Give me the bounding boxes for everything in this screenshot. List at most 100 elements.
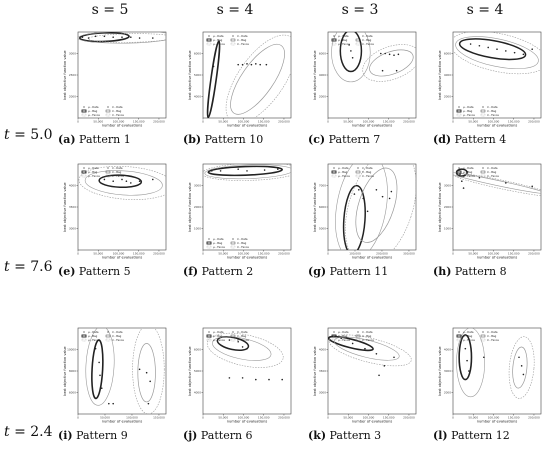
- confidence-ellipse: [132, 328, 165, 414]
- data-point: [237, 168, 239, 170]
- legend-marker: [458, 106, 460, 108]
- legend-entry: μ - Fence: [88, 174, 100, 178]
- x-tick-label: 100,000: [488, 416, 500, 420]
- y-tick-label: 3000: [69, 227, 76, 231]
- data-point: [112, 36, 114, 38]
- legend-marker: [206, 334, 212, 338]
- data-point: [466, 359, 468, 362]
- legend-marker: [456, 334, 462, 338]
- legend-marker: [230, 241, 236, 245]
- legend-marker: [357, 35, 359, 37]
- data-point: [395, 69, 398, 72]
- confidence-ellipse: [85, 328, 115, 406]
- x-tick-label: 200,000: [376, 252, 388, 256]
- data-point: [358, 189, 360, 191]
- legend-marker: [105, 338, 111, 342]
- data-point: [397, 53, 400, 56]
- y-tick-label: 4000: [194, 391, 201, 395]
- legend-entry: μ - Data: [463, 166, 474, 170]
- x-tick-label: 100,000: [238, 416, 250, 420]
- data-point: [237, 63, 239, 66]
- y-axis-label: best objective function value: [313, 346, 317, 395]
- confidence-ellipse: [78, 32, 166, 44]
- y-tick-label: 2000: [319, 95, 326, 99]
- legend-marker: [482, 106, 484, 108]
- y-tick-label: 4000: [444, 73, 451, 77]
- confidence-ellipse: [339, 32, 363, 73]
- legend: μ - Data σ - Data μ - Bag σ - Bag μ - Fence σ…: [456, 105, 499, 117]
- data-point: [81, 36, 84, 38]
- panel-plot: 0 50,000 100,000 150,000 200,000 2000 2500 3000…: [63, 31, 167, 128]
- panel-caption: (k) Pattern 3: [308, 429, 428, 442]
- legend-entry: μ - Fence: [463, 174, 475, 178]
- legend-marker: [105, 334, 111, 338]
- y-tick-label: 5000: [194, 73, 201, 77]
- legend-entry: σ - Data: [487, 330, 498, 334]
- legend-marker: [333, 331, 335, 333]
- panel-plot: 0 50,000 100,000 150,000 200,000 4000 5000 6000…: [188, 31, 292, 128]
- panel-letter: (a): [58, 133, 76, 146]
- legend-entry: μ - Bag: [463, 334, 473, 338]
- data-point: [100, 387, 103, 389]
- panel-letter: (e): [58, 265, 76, 278]
- legend-entry: σ - Data: [362, 34, 373, 38]
- x-tick-label: 50,000: [218, 120, 228, 124]
- data-point: [522, 53, 525, 56]
- confidence-ellipse: [328, 335, 374, 352]
- y-tick-label: 6000: [444, 52, 451, 56]
- data-point: [281, 378, 283, 381]
- panel-plot: 0 50,000 100,000 150,000 200,000 1000 2000 3000…: [438, 163, 542, 260]
- data-point: [393, 356, 395, 359]
- data-point: [241, 346, 244, 348]
- x-tick-label: 150,000: [383, 120, 395, 124]
- data-point: [383, 365, 386, 367]
- legend: μ - Data σ - Data μ - Bag σ - Bag μ - Fence σ…: [206, 237, 249, 249]
- legend-marker: [81, 334, 87, 338]
- x-tick-label: 200,000: [278, 416, 290, 420]
- x-tick-label: 100,000: [488, 120, 500, 124]
- data-point: [351, 342, 354, 345]
- panel-letter: (h): [433, 265, 452, 278]
- panel-letter: (f): [183, 265, 199, 278]
- legend-entry: σ - Fence: [362, 174, 374, 178]
- legend-entry: μ - Data: [338, 330, 349, 334]
- panel-6: 0 50,000 100,000 150,000 200,000 1000 2000 3000…: [183, 158, 295, 278]
- legend-marker: [355, 334, 361, 338]
- x-tick-label: 300,000: [403, 252, 415, 256]
- data-point: [121, 178, 123, 181]
- legend-marker: [482, 167, 484, 169]
- legend-marker: [81, 109, 87, 113]
- data-point: [366, 210, 369, 213]
- x-axis-label: number of evaluations: [102, 256, 143, 260]
- panel-title: Pattern 10: [201, 133, 264, 146]
- legend-marker: [230, 334, 236, 338]
- y-axis-label: best objective function value: [188, 346, 192, 395]
- y-tick-label: 6000: [194, 52, 201, 56]
- column-header-1: s = 5: [91, 2, 129, 18]
- confidence-ellipse: [84, 170, 163, 196]
- legend-entry: σ - Bag: [362, 38, 372, 42]
- confidence-ellipse: [455, 36, 539, 70]
- x-tick-label: 100,000: [363, 416, 375, 420]
- legend-marker: [355, 174, 361, 178]
- data-point: [87, 37, 90, 39]
- legend-marker: [456, 338, 462, 342]
- legend-entry: μ - Bag: [338, 170, 348, 174]
- data-point: [462, 187, 465, 189]
- legend-marker: [331, 338, 337, 342]
- legend-marker: [81, 338, 87, 342]
- panel-caption: (g) Pattern 11: [308, 265, 428, 278]
- data-point: [250, 63, 253, 66]
- legend-marker: [456, 174, 462, 178]
- panel-12: 0 50,000 100,000 150,000 200,000 2000 3000 4000…: [433, 322, 545, 442]
- row-label-2: t = 7.6: [4, 259, 53, 275]
- legend-marker: [331, 170, 337, 174]
- legend-entry: σ - Fence: [112, 174, 124, 178]
- row-label-1: t = 5.0: [4, 127, 53, 143]
- legend-marker: [458, 167, 460, 169]
- legend-entry: μ - Data: [88, 330, 99, 334]
- data-point: [364, 347, 366, 350]
- x-tick-label: 200,000: [278, 252, 290, 256]
- data-point: [103, 35, 106, 38]
- panel-title: Pattern 5: [75, 265, 131, 278]
